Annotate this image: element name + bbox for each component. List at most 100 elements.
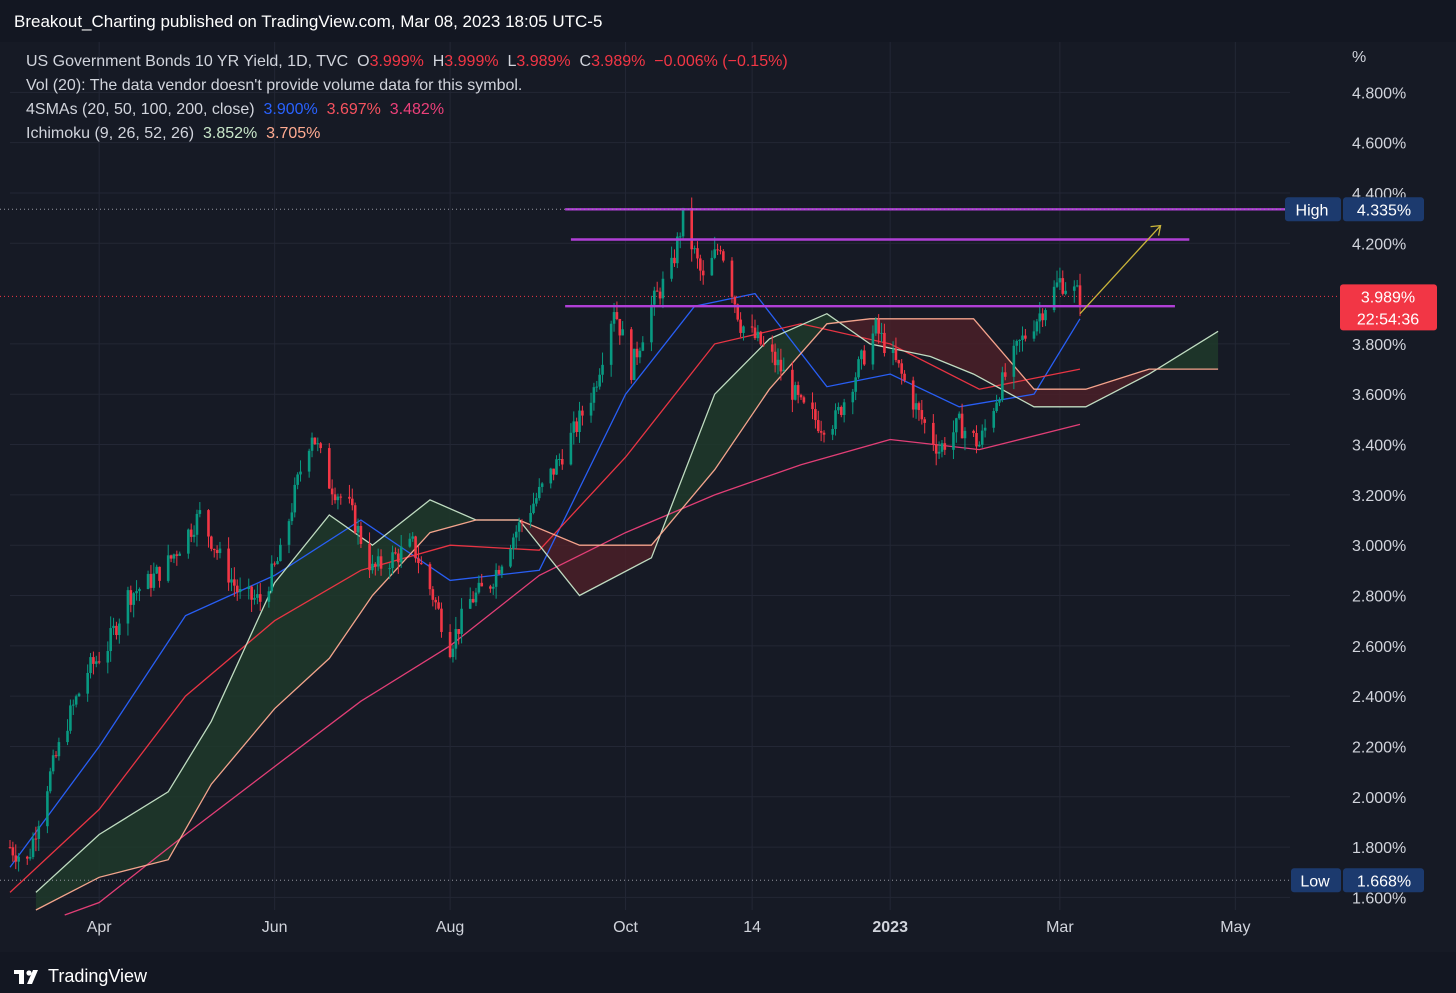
candle-up — [670, 257, 673, 279]
candle-up — [650, 304, 653, 343]
candle-up — [710, 257, 714, 276]
candle-down — [210, 536, 213, 549]
ichimoku-label[interactable]: Ichimoku (9, 26, 52, 26) — [26, 125, 195, 142]
candle-up — [37, 826, 41, 839]
candle-down — [327, 448, 331, 489]
candle-up — [1038, 313, 1042, 322]
candle-down — [212, 548, 216, 550]
candle-up — [276, 561, 279, 565]
high-label: H — [432, 53, 445, 70]
candle-up — [187, 529, 190, 554]
candle-down — [658, 291, 662, 299]
candle-down — [883, 332, 886, 354]
footer: TradingView — [0, 952, 1456, 993]
candle-down — [897, 360, 901, 364]
symbol-name[interactable]: US Government Bonds 10 YR Yield, 1D, TVC — [26, 53, 349, 70]
candle-down — [816, 420, 820, 432]
candle-down — [227, 548, 230, 583]
y-tick-label: 2.200% — [1352, 739, 1406, 756]
x-tick-label: Apr — [87, 919, 113, 936]
candle-up — [940, 443, 944, 452]
candle-up — [857, 359, 860, 378]
candle-up — [837, 406, 840, 411]
candle-down — [497, 569, 501, 574]
candle-down — [11, 847, 15, 856]
candle-down — [54, 755, 58, 757]
candle-down — [932, 422, 935, 445]
candle-up — [676, 236, 679, 264]
candle-up — [1012, 345, 1016, 377]
footer-brand[interactable]: TradingView — [48, 966, 148, 986]
candle-down — [934, 444, 938, 454]
candle-up — [77, 693, 81, 697]
candle-up — [601, 364, 604, 375]
candle-up — [998, 399, 1001, 403]
candle-up — [178, 553, 182, 556]
candle-down — [1041, 313, 1044, 321]
candle-up — [166, 555, 170, 581]
candle-down — [917, 403, 921, 411]
candle-down — [235, 585, 239, 593]
candle-up — [296, 474, 299, 485]
candle-down — [520, 522, 524, 524]
chart-area[interactable]: % 4.800% 4.600% 4.400% 4.200% 3.800% 3.600% 3.4… — [0, 42, 1456, 952]
candle-down — [129, 590, 133, 605]
candle-up — [66, 730, 69, 743]
leading-span-b-line — [35, 318, 1219, 911]
candle-down — [972, 430, 975, 434]
candle-down — [379, 556, 383, 569]
candle-down — [457, 629, 461, 634]
candle-down — [753, 327, 757, 339]
candle-down — [158, 566, 161, 581]
candle-down — [690, 207, 694, 250]
high-value: 3.999% — [444, 53, 499, 70]
candle-down — [233, 579, 236, 586]
candle-up — [31, 838, 35, 858]
candle-down — [34, 838, 38, 840]
sma-label[interactable]: 4SMAs (20, 50, 100, 200, close) — [26, 101, 255, 118]
candle-up — [89, 657, 92, 673]
candle-up — [57, 742, 61, 757]
change-value: −0.006% (−0.15%) — [654, 53, 788, 70]
candle-up — [937, 451, 941, 454]
candle-down — [437, 602, 440, 609]
y-tick-label: 2.800% — [1352, 589, 1406, 606]
volume-text[interactable]: Vol (20): The data vendor doesn't provid… — [26, 77, 523, 94]
candle-up — [391, 552, 394, 569]
candle-down — [802, 397, 806, 403]
candle-down — [149, 573, 153, 588]
last-price-badge — [1340, 284, 1437, 331]
candle-up — [1018, 339, 1021, 341]
candle-up — [1072, 286, 1076, 291]
projection-arrow-head — [1150, 224, 1162, 236]
candle-down — [480, 582, 484, 587]
y-tick-label: 4.200% — [1352, 236, 1406, 253]
sma200-line — [64, 423, 1081, 916]
candle-up — [287, 521, 291, 545]
candle-up — [1015, 340, 1019, 346]
candle-down — [739, 319, 742, 333]
candle-down — [92, 657, 95, 664]
sma200-value: 3.482% — [389, 101, 445, 118]
candle-up — [109, 628, 112, 652]
price-chart[interactable]: %4.800%4.600%4.400%4.200%3.800%3.600%3.4… — [0, 42, 1456, 952]
candle-down — [779, 359, 783, 372]
candle-down — [189, 529, 193, 537]
candle-up — [537, 486, 541, 499]
candle-up — [632, 348, 636, 380]
candle-up — [1021, 335, 1024, 340]
candle-down — [923, 419, 926, 423]
candle-up — [514, 531, 518, 538]
candle-up — [834, 410, 837, 430]
tradingview-logo-icon[interactable] — [14, 968, 42, 986]
candle-up — [952, 432, 955, 450]
candle-down — [25, 856, 29, 859]
candle-down — [368, 543, 371, 571]
candle-up — [267, 591, 271, 602]
candle-up — [558, 458, 561, 460]
candle-down — [811, 402, 814, 410]
candle-up — [270, 563, 274, 592]
candle-up — [517, 522, 521, 532]
candle-up — [955, 418, 958, 433]
candle-up — [978, 444, 981, 447]
